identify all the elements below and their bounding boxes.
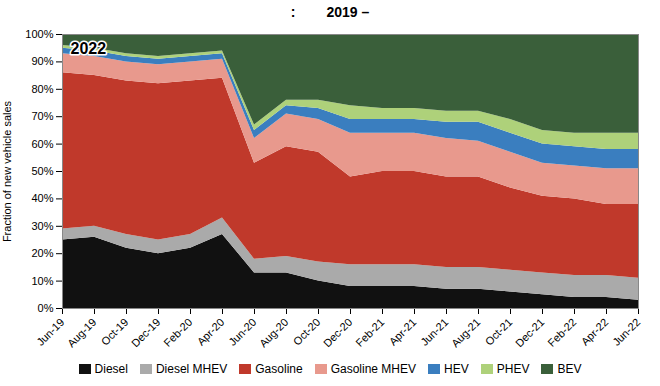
svg-text:Aug-20: Aug-20 (257, 316, 291, 350)
svg-text:Jun-19: Jun-19 (34, 316, 66, 348)
svg-text:0%: 0% (38, 302, 54, 314)
svg-text:2022: 2022 (71, 40, 107, 57)
svg-text:Jun-20: Jun-20 (226, 316, 258, 348)
svg-text:Apr-22: Apr-22 (579, 316, 611, 348)
html-text:Diesel: Diesel (94, 362, 128, 376)
svg-text:Feb-21: Feb-21 (353, 316, 386, 349)
svg-text:Jun-22: Jun-22 (610, 316, 642, 348)
svg-text:Fraction of new vehicle sales: Fraction of new vehicle sales (1, 100, 13, 242)
svg-text:Oct-20: Oct-20 (291, 316, 323, 348)
svg-text:10%: 10% (31, 275, 53, 287)
html-text:Gasoline MHEV: Gasoline MHEV (330, 362, 416, 376)
html-text:Diesel MHEV: Diesel MHEV (155, 362, 228, 376)
svg-text:Apr-21: Apr-21 (387, 316, 419, 348)
svg-text:50%: 50% (31, 165, 53, 177)
html-text:: 2019 –: : 2019 – (290, 4, 370, 20)
svg-text:Feb-22: Feb-22 (545, 316, 578, 349)
svg-text:Dec-20: Dec-20 (321, 316, 355, 350)
svg-text:Oct-19: Oct-19 (99, 316, 131, 348)
svg-text:Aug-21: Aug-21 (449, 316, 483, 350)
html-text:BEV: BEV (557, 362, 582, 376)
svg-text:Feb-20: Feb-20 (161, 316, 194, 349)
svg-text:Apr-20: Apr-20 (195, 316, 227, 348)
html-text:PHEV: PHEV (496, 362, 530, 376)
svg-text:30%: 30% (31, 220, 53, 232)
svg-text:80%: 80% (31, 83, 53, 95)
svg-text:Aug-19: Aug-19 (65, 316, 99, 350)
svg-text:70%: 70% (31, 110, 53, 122)
svg-text:90%: 90% (31, 55, 53, 67)
svg-text:20%: 20% (31, 247, 53, 259)
html-text:Gasoline: Gasoline (255, 362, 303, 376)
svg-text:Dec-21: Dec-21 (513, 316, 547, 350)
svg-text:40%: 40% (31, 192, 53, 204)
html-text:HEV: HEV (444, 362, 469, 376)
svg-text:60%: 60% (31, 138, 53, 150)
svg-text:Oct-21: Oct-21 (483, 316, 515, 348)
svg-text:100%: 100% (25, 28, 53, 40)
svg-text:Dec-19: Dec-19 (129, 316, 163, 350)
svg-text:Jun-21: Jun-21 (418, 316, 450, 348)
